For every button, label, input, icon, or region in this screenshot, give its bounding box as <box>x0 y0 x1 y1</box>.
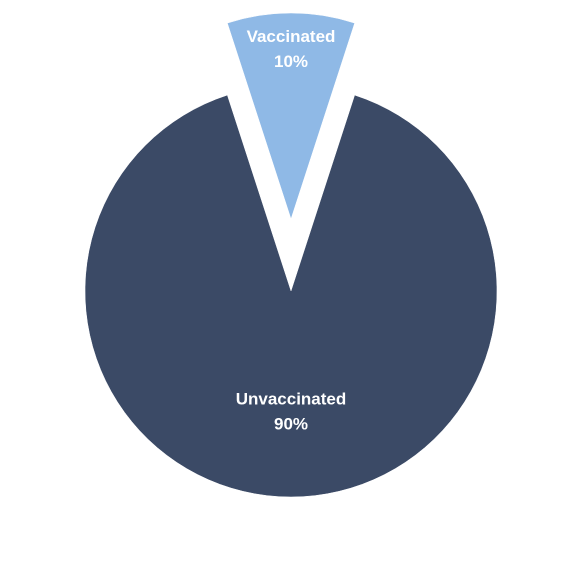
slice-label-unvaccinated: Unvaccinated <box>236 389 347 408</box>
pie-slice-unvaccinated <box>84 94 498 498</box>
slice-label-vaccinated: Vaccinated <box>247 27 336 46</box>
pie-labels: Unvaccinated 90% Vaccinated 10% <box>236 27 347 433</box>
pie-slices <box>84 12 498 498</box>
slice-percent-vaccinated: 10% <box>274 52 308 71</box>
slice-percent-unvaccinated: 90% <box>274 414 308 433</box>
pie-slice-vaccinated <box>227 12 355 220</box>
